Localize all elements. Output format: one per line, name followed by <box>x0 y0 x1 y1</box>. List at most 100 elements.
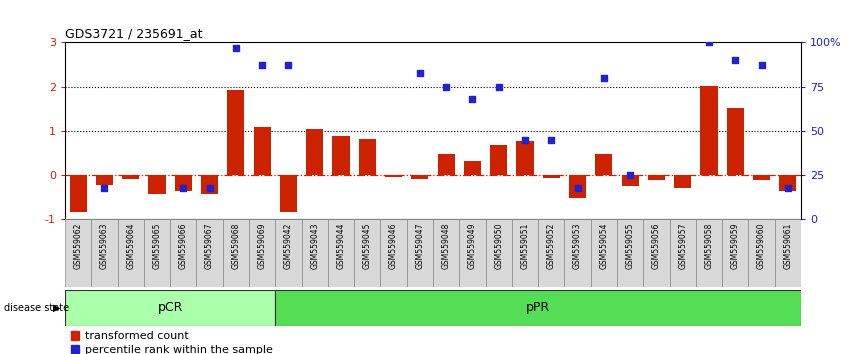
Text: GSM559069: GSM559069 <box>257 223 267 269</box>
Bar <box>148 175 165 194</box>
Text: GSM559043: GSM559043 <box>310 223 320 269</box>
Text: GSM559067: GSM559067 <box>205 223 214 269</box>
Point <box>439 84 453 90</box>
Point <box>203 185 216 190</box>
Bar <box>490 145 507 175</box>
Text: GSM559047: GSM559047 <box>416 223 424 269</box>
FancyBboxPatch shape <box>775 219 801 287</box>
Text: GSM559056: GSM559056 <box>652 223 661 269</box>
Point <box>177 185 191 190</box>
FancyBboxPatch shape <box>65 290 275 326</box>
Bar <box>779 175 797 191</box>
FancyBboxPatch shape <box>617 219 643 287</box>
FancyBboxPatch shape <box>486 219 512 287</box>
Text: GSM559065: GSM559065 <box>152 223 161 269</box>
Text: GSM559046: GSM559046 <box>389 223 398 269</box>
FancyBboxPatch shape <box>538 219 565 287</box>
Point <box>466 96 480 102</box>
FancyBboxPatch shape <box>65 219 91 287</box>
Point <box>702 40 716 45</box>
Bar <box>385 175 402 177</box>
Text: pPR: pPR <box>526 302 550 314</box>
FancyBboxPatch shape <box>565 219 591 287</box>
Text: GSM559049: GSM559049 <box>468 223 477 269</box>
Text: GSM559053: GSM559053 <box>573 223 582 269</box>
Bar <box>516 141 533 175</box>
Point <box>413 70 427 75</box>
FancyBboxPatch shape <box>354 219 380 287</box>
Point <box>571 185 585 190</box>
FancyBboxPatch shape <box>591 219 617 287</box>
Legend: transformed count, percentile rank within the sample: transformed count, percentile rank withi… <box>70 331 273 354</box>
FancyBboxPatch shape <box>643 219 669 287</box>
FancyBboxPatch shape <box>301 219 328 287</box>
Point <box>545 137 559 143</box>
Text: GSM559051: GSM559051 <box>520 223 529 269</box>
Text: GSM559054: GSM559054 <box>599 223 609 269</box>
Bar <box>753 175 770 180</box>
FancyBboxPatch shape <box>144 219 170 287</box>
Text: GDS3721 / 235691_at: GDS3721 / 235691_at <box>65 27 203 40</box>
Bar <box>254 127 271 175</box>
Bar <box>437 154 455 175</box>
Text: GSM559062: GSM559062 <box>74 223 82 269</box>
FancyBboxPatch shape <box>197 219 223 287</box>
Bar <box>648 175 665 180</box>
Point <box>728 57 742 63</box>
Bar <box>333 136 350 175</box>
Text: GSM559058: GSM559058 <box>705 223 714 269</box>
FancyBboxPatch shape <box>407 219 433 287</box>
Bar <box>69 175 87 211</box>
Text: GSM559068: GSM559068 <box>231 223 241 269</box>
FancyBboxPatch shape <box>433 219 459 287</box>
Bar <box>122 175 139 179</box>
Bar <box>675 175 691 188</box>
FancyBboxPatch shape <box>669 219 696 287</box>
Bar <box>411 175 429 179</box>
Bar <box>307 129 323 175</box>
Text: GSM559050: GSM559050 <box>494 223 503 269</box>
Bar <box>727 108 744 175</box>
Bar <box>464 161 481 175</box>
Point <box>597 75 611 81</box>
Bar <box>175 175 191 191</box>
FancyBboxPatch shape <box>223 219 249 287</box>
Text: disease state: disease state <box>4 303 69 313</box>
Point <box>281 63 295 68</box>
Point <box>98 185 112 190</box>
Text: GSM559055: GSM559055 <box>625 223 635 269</box>
Text: GSM559064: GSM559064 <box>126 223 135 269</box>
Point <box>229 45 242 51</box>
Bar <box>543 175 559 178</box>
Text: GSM559059: GSM559059 <box>731 223 740 269</box>
Text: GSM559045: GSM559045 <box>363 223 372 269</box>
FancyBboxPatch shape <box>328 219 354 287</box>
Bar <box>359 139 376 175</box>
Bar <box>227 90 244 175</box>
FancyBboxPatch shape <box>696 219 722 287</box>
Bar <box>280 175 297 211</box>
Text: GSM559061: GSM559061 <box>784 223 792 269</box>
Bar <box>622 175 639 186</box>
FancyBboxPatch shape <box>459 219 486 287</box>
Point <box>624 172 637 178</box>
Text: GSM559063: GSM559063 <box>100 223 109 269</box>
Text: GSM559060: GSM559060 <box>757 223 766 269</box>
FancyBboxPatch shape <box>722 219 748 287</box>
Text: pCR: pCR <box>158 302 183 314</box>
FancyBboxPatch shape <box>748 219 775 287</box>
Point <box>492 84 506 90</box>
FancyBboxPatch shape <box>380 219 407 287</box>
Text: ▶: ▶ <box>53 303 61 313</box>
Bar <box>701 86 718 175</box>
Text: GSM559048: GSM559048 <box>442 223 450 269</box>
Bar <box>96 175 113 185</box>
Text: GSM559042: GSM559042 <box>284 223 293 269</box>
Point <box>518 137 532 143</box>
Text: GSM559057: GSM559057 <box>678 223 688 269</box>
FancyBboxPatch shape <box>118 219 144 287</box>
Point <box>255 63 269 68</box>
Bar <box>201 175 218 194</box>
FancyBboxPatch shape <box>249 219 275 287</box>
FancyBboxPatch shape <box>91 219 118 287</box>
